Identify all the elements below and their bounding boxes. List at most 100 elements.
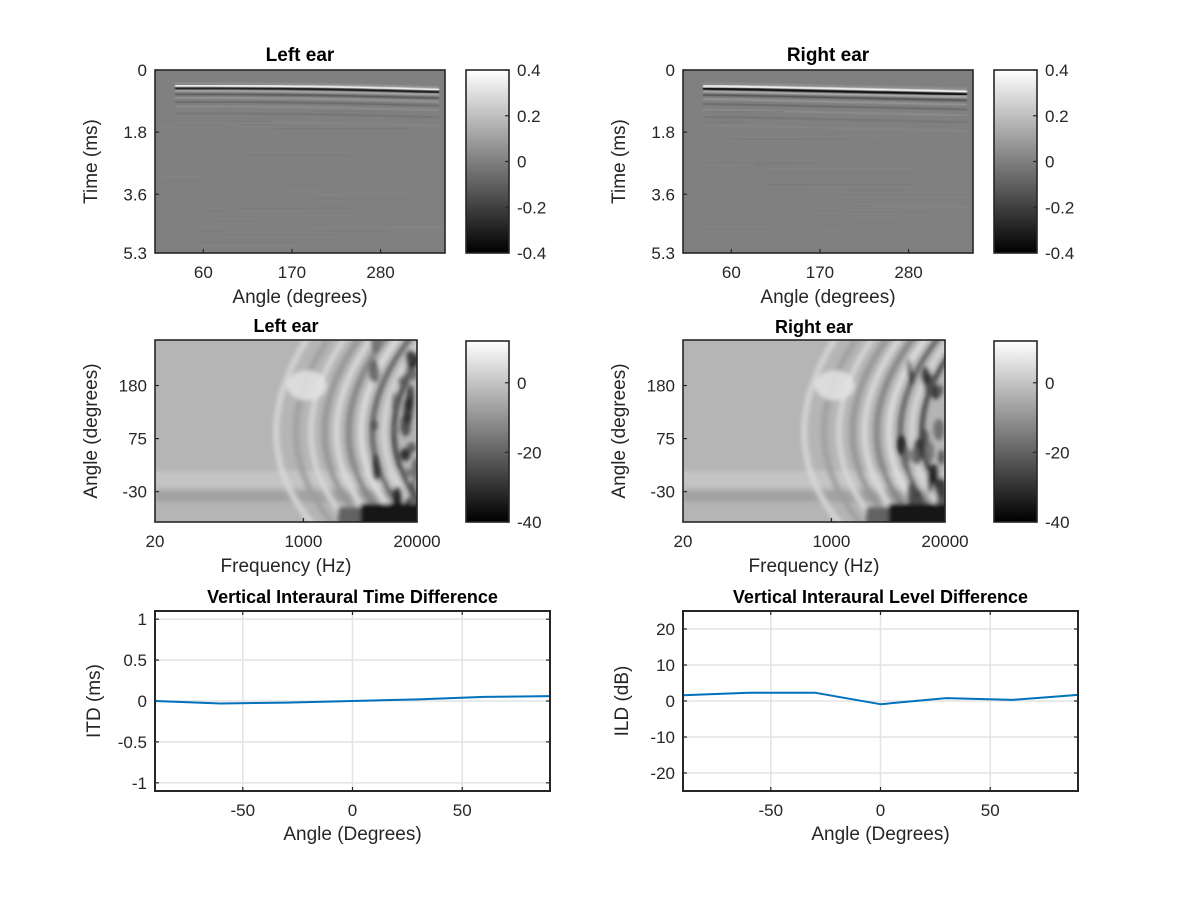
hrir-right-y-tick-label: 0 <box>666 61 675 80</box>
hrtf-left-ripple <box>308 340 352 522</box>
hrir-left-y-tick-label: 1.8 <box>123 123 147 142</box>
hrtf-right-title: Right ear <box>775 317 853 337</box>
hrtf-right-notch <box>906 481 917 507</box>
hrtf-left-ripple <box>273 340 315 522</box>
hrir-left-y-tick-label: 3.6 <box>123 185 147 204</box>
hrtf-left-notch <box>397 376 403 386</box>
itd-y-axis-label: ITD (ms) <box>84 664 105 738</box>
itd-y-tick-label: 0.5 <box>123 651 147 670</box>
hrtf-left-colorbar-tick-label: 0 <box>517 374 526 393</box>
hrtf-left-x-tick-label: 1000 <box>284 532 322 551</box>
hrtf-left-notch <box>370 340 382 353</box>
hrtf-right-colorbar <box>994 341 1037 522</box>
hrtf-left-blob <box>286 370 327 401</box>
hrir-right-band <box>702 84 968 93</box>
hrtf-right-colorbar-tick-label: -40 <box>1045 513 1070 532</box>
hrtf-right-x-axis-label: Frequency (Hz) <box>749 556 880 577</box>
hrir-left-band <box>175 100 440 107</box>
hrtf-right-band <box>683 491 945 502</box>
hrtf-right-y-axis-label: Angle (degrees) <box>609 363 630 498</box>
hrtf-right-notch <box>927 469 933 494</box>
hrtf-left-image <box>155 340 417 522</box>
hrir-left-colorbar-tick-label: 0.4 <box>517 61 541 80</box>
hrir-left-x-tick-label: 280 <box>366 263 394 282</box>
hrtf-right-notch <box>906 359 912 377</box>
hrtf-left-notch-floor <box>338 507 361 522</box>
hrir-right-colorbar-tick-label: 0 <box>1045 153 1054 172</box>
hrir-right-x-tick-label: 60 <box>722 263 741 282</box>
hrtf-right-notch <box>903 446 911 465</box>
ild-y-tick-label: 0 <box>666 692 675 711</box>
hrtf-left-notch <box>369 359 380 383</box>
hrtf-left-notch <box>400 448 411 461</box>
hrir-left-band <box>175 89 440 96</box>
hrtf-right-notch <box>937 449 945 465</box>
hrir-left-band <box>175 86 440 94</box>
itd-x-tick-label: -50 <box>230 801 255 820</box>
hrir-right-x-axis-label: Angle (degrees) <box>760 287 895 308</box>
hrir-right-colorbar-tick-label: -0.4 <box>1045 244 1074 263</box>
hrir-left-axes-frame <box>154 69 446 254</box>
hrir-left-colorbar <box>466 70 509 253</box>
hrtf-right-colorbar-tick-label: 0 <box>1045 374 1054 393</box>
hrtf-right-notch <box>924 440 935 463</box>
ild-x-tick-label: 0 <box>876 801 885 820</box>
hrtf-left-notch <box>391 392 397 414</box>
hrir-right-background <box>683 70 973 253</box>
hrtf-left-y-tick-label: 180 <box>119 377 147 396</box>
hrtf-right-ripple <box>836 340 880 522</box>
hrir-left-band <box>175 120 440 127</box>
hrtf-left-notch <box>393 425 399 435</box>
hrtf-left-notch <box>408 369 417 381</box>
hrir-right-band <box>702 124 968 132</box>
hrir-right-axes-frame <box>682 69 974 254</box>
hrtf-left-notch <box>369 420 379 431</box>
hrtf-left-x-tick-label: 20000 <box>393 532 440 551</box>
hrtf-left-ripple <box>293 340 336 522</box>
hrtf-right-y-tick-label: 75 <box>656 430 675 449</box>
hrtf-left-y-axis-label: Angle (degrees) <box>81 363 102 498</box>
hrtf-right-y-tick-label: -30 <box>650 483 675 502</box>
itd-x-tick-label: 0 <box>348 801 357 820</box>
hrtf-right-x-tick-label: 1000 <box>812 532 850 551</box>
hrir-right-band <box>702 102 968 111</box>
ild-x-tick-label: -50 <box>758 801 783 820</box>
hrir-left-image <box>155 70 445 253</box>
hrir-right-colorbar-tick-label: 0.4 <box>1045 61 1069 80</box>
hrir-left-x-tick-label: 60 <box>194 263 213 282</box>
hrir-right-band <box>702 90 968 98</box>
ild-x-tick-label: 50 <box>981 801 1000 820</box>
hrir-left-x-tick-label: 170 <box>278 263 306 282</box>
hrir-right-band <box>702 98 968 106</box>
hrtf-left-notch <box>406 384 414 411</box>
hrtf-right-blurred-layer <box>683 340 945 522</box>
hrtf-right-notch <box>921 366 931 387</box>
hrir-left-band <box>175 81 440 89</box>
hrir-left-x-axis-label: Angle (degrees) <box>232 287 367 308</box>
hrtf-left-x-tick-label: 20 <box>146 532 165 551</box>
itd-y-tick-label: 1 <box>138 610 147 629</box>
hrir-left-band <box>175 93 440 100</box>
ild-x-axis-label: Angle (Degrees) <box>811 824 949 845</box>
hrtf-left-notch <box>403 468 413 479</box>
hrtf-left-notch <box>405 350 417 369</box>
hrtf-left-notch <box>400 374 410 388</box>
hrir-right-x-tick-label: 170 <box>806 263 834 282</box>
hrtf-right-notch <box>933 418 945 441</box>
hrtf-left-colorbar-frame <box>465 340 510 523</box>
hrir-left-colorbar-tick-label: 0 <box>517 153 526 172</box>
hrir-right-colorbar <box>994 70 1037 253</box>
hrtf-left-title: Left ear <box>253 316 318 336</box>
itd-y-tick-label: 0 <box>138 692 147 711</box>
ild-series-line <box>682 691 1079 706</box>
hrir-left-colorbar-tick-label: 0.2 <box>517 107 541 126</box>
hrir-left-colorbar-tick-label: -0.2 <box>517 198 546 217</box>
ild-y-tick-label: -10 <box>650 728 675 747</box>
itd-y-tick-label: -0.5 <box>118 733 147 752</box>
hrir-right-colorbar-tick-label: -0.2 <box>1045 198 1074 217</box>
hrtf-right-notch-floor <box>866 507 889 522</box>
hrtf-left-notch <box>411 457 417 482</box>
ild-y-axis-label: ILD (dB) <box>612 666 633 737</box>
hrtf-right-ripple <box>849 340 895 522</box>
hrtf-right-notch <box>938 478 945 498</box>
